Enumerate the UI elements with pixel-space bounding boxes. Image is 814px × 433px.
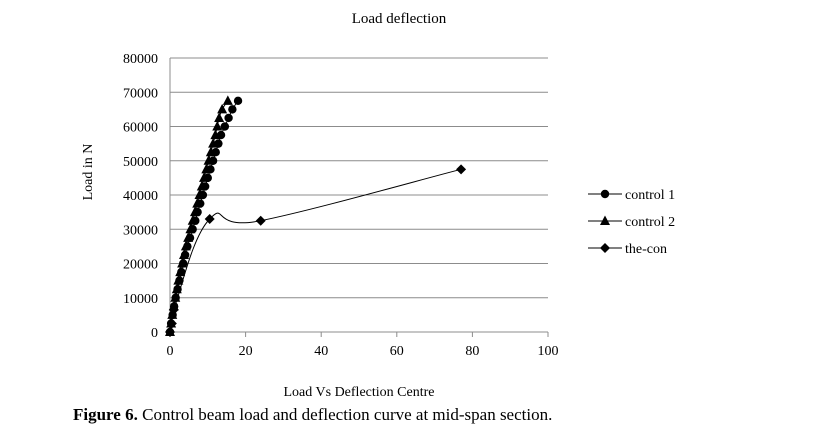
data-point-control-2 [203,155,214,165]
data-point-control-1 [224,113,233,123]
data-point-control-1 [220,122,230,131]
legend-item-control-1: control 1 [588,188,675,203]
x-axis-label: Load Vs Deflection Centre [284,385,435,400]
legend-item-control-2: control 2 [588,215,675,230]
figure-caption-label: Figure 6. [73,405,138,424]
legend-marker [600,189,610,199]
data-point-the-con [255,215,266,226]
data-point-control-2 [208,138,219,148]
legend-label: control 2 [625,215,675,230]
series-the-con [165,164,467,337]
chart: Load deflection 0 10000 20000 30000 40000 500… [81,11,675,400]
y-tick-label: 30000 [123,223,158,238]
data-point-control-2 [205,146,216,157]
x-tick-label: 100 [538,344,559,359]
data-point-the-con [204,213,215,224]
x-tick-labels: 0 20 40 60 80 100 [167,344,559,359]
axes [169,58,549,337]
x-tick-label: 40 [314,344,328,359]
data-point-control-2 [196,180,207,191]
y-tick-label: 10000 [123,292,158,307]
data-point-control-2 [210,129,221,140]
y-tick-label: 70000 [123,86,158,101]
data-point-control-2 [194,189,205,199]
legend-label: control 1 [625,188,675,203]
data-point-control-2 [201,163,212,174]
legend-label: the-con [625,242,667,257]
y-axis-label: Load in N [81,144,96,201]
y-tick-label: 60000 [123,121,158,136]
series-line-the-con [169,168,462,333]
y-tick-label: 0 [151,326,158,341]
legend-marker [600,243,610,253]
data-point-control-2 [177,258,188,268]
data-point-the-con [456,164,467,175]
figure-caption: Figure 6. Control beam load and deflecti… [73,405,552,425]
x-tick-label: 80 [465,344,479,359]
data-point-control-2 [183,232,194,242]
gridlines [170,57,548,299]
x-tick-label: 20 [239,344,253,359]
y-tick-labels: 0 10000 20000 30000 40000 50000 60000 70000 8000… [123,52,158,341]
data-point-control-1 [233,96,243,106]
legend-item-the-con: the-con [588,242,667,257]
data-point-control-2 [199,172,210,182]
chart-title: Load deflection [352,11,447,27]
legend-marker [600,215,610,225]
data-point-control-2 [214,112,225,122]
data-point-control-2 [212,121,223,131]
data-point-control-2 [170,292,181,302]
y-tick-label: 20000 [123,258,158,273]
data-point-control-2 [222,95,233,105]
data-point-control-2 [185,223,196,234]
series-layer [165,95,467,337]
data-point-the-con [168,304,179,315]
data-point-control-2 [178,249,189,259]
y-tick-label: 80000 [123,52,158,67]
data-point-control-2 [189,206,200,217]
series-line-control-1 [169,100,239,333]
data-point-the-con [165,327,175,337]
data-point-control-2 [175,266,186,277]
data-point-control-1 [228,105,237,114]
data-point-control-2 [187,215,198,225]
data-point-control-2 [217,103,228,114]
x-tick-label: 0 [167,344,174,359]
figure-caption-text: Control beam load and deflection curve a… [137,405,553,424]
series-line-control-2 [169,100,229,333]
data-point-control-2 [180,240,191,251]
legend: control 1 control 2 the-con [588,188,675,257]
data-point-control-2 [192,198,203,208]
y-tick-label: 50000 [123,155,158,170]
x-tick-label: 60 [390,344,404,359]
data-point-control-2 [173,275,184,285]
y-tick-label: 40000 [123,189,158,204]
data-point-the-con [166,318,177,329]
